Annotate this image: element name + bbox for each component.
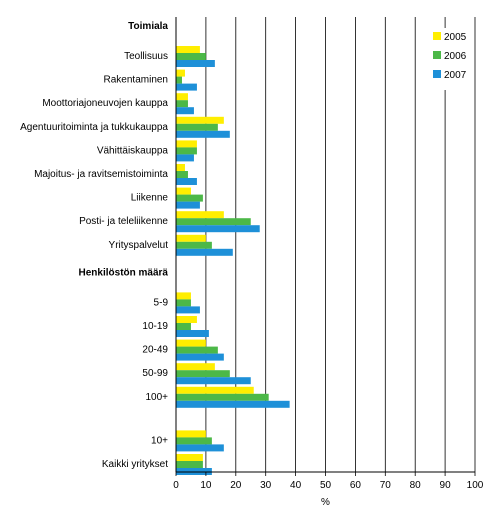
bar-2005 [176, 363, 215, 371]
axes [175, 17, 476, 476]
category-label: Liikenne [131, 193, 169, 204]
category-label: 100+ [145, 392, 168, 403]
bar-2007 [176, 130, 230, 138]
bar-2005 [176, 292, 191, 300]
x-tick-label: 90 [440, 480, 452, 491]
legend: 2005 2006 2007 [427, 28, 472, 90]
bar-2006 [176, 76, 182, 84]
x-tick-label: 60 [350, 480, 362, 491]
x-tick-label: 10 [200, 480, 212, 491]
bar-2006 [176, 461, 203, 468]
category-label: Teollisuus [124, 51, 168, 62]
x-tick-label: 50 [320, 480, 332, 491]
category-label: 20-49 [142, 345, 168, 356]
bar-2006 [176, 100, 188, 108]
bar-2005 [176, 454, 203, 461]
x-tick-label: 40 [290, 480, 302, 491]
bar-2007 [176, 377, 251, 385]
legend-swatch [433, 32, 441, 40]
x-tick-label: 30 [260, 480, 272, 491]
group-header: Toimiala [128, 21, 168, 32]
x-tick-label: 20 [230, 480, 242, 491]
category-label: Agentuuritoiminta ja tukkukauppa [20, 122, 168, 133]
bar-2007 [176, 400, 290, 408]
bar-2006 [176, 171, 188, 178]
bar-2007 [176, 60, 215, 67]
category-label: 10+ [151, 435, 168, 446]
bar-2005 [176, 430, 206, 438]
legend-label: 2005 [444, 32, 467, 43]
bar-2007 [176, 248, 233, 256]
category-label: 50-99 [142, 368, 168, 379]
bar-2007 [176, 83, 197, 91]
bar-2006 [176, 299, 191, 307]
bar-2005 [176, 69, 185, 77]
x-tick-label: 80 [410, 480, 422, 491]
bar-2005 [176, 386, 254, 394]
category-labels: Toimiala Teollisuus Rakentaminen Moottoriaj… [20, 21, 168, 470]
bar-2007 [176, 444, 224, 452]
category-label: Majoitus- ja ravitsemistoiminta [34, 169, 168, 180]
bar-2006 [176, 53, 206, 60]
group-header: Henkilöstön määrä [79, 267, 169, 278]
bar-2005 [176, 46, 200, 53]
legend-label: 2006 [444, 51, 467, 62]
bar-2005 [176, 339, 206, 347]
category-label: Posti- ja teleliikenne [79, 216, 168, 227]
bar-2007 [176, 306, 200, 314]
bar-2006 [176, 393, 269, 401]
category-label: Vähittäiskauppa [97, 145, 169, 156]
bar-2006 [176, 194, 203, 202]
bar-2007 [176, 225, 260, 233]
legend-label: 2007 [444, 70, 467, 81]
bar-series [176, 46, 290, 475]
bar-2007 [176, 330, 209, 337]
x-tick-label: 0 [173, 480, 179, 491]
legend-swatch [433, 51, 441, 59]
category-label: Kaikki yritykset [102, 459, 168, 470]
x-tick-label: 100 [467, 480, 484, 491]
x-axis-label: % [321, 497, 330, 508]
gridlines [205, 17, 476, 472]
bar-2007 [176, 154, 194, 162]
bar-2007 [176, 178, 197, 185]
bar-2007 [176, 107, 194, 115]
bar-2007 [176, 201, 200, 209]
bar-2005 [176, 211, 224, 219]
bar-2005 [176, 187, 191, 195]
bar-2005 [176, 234, 206, 242]
bar-2006 [176, 241, 212, 249]
bar-2005 [176, 93, 188, 101]
x-tick-labels: 0 10 20 30 40 50 60 70 80 90 100 [173, 480, 484, 491]
bar-2005 [176, 140, 197, 148]
category-label: Moottoriajoneuvojen kauppa [42, 98, 168, 109]
bar-2006 [176, 346, 218, 354]
legend-swatch [433, 70, 441, 78]
category-label: 10-19 [142, 321, 168, 332]
category-label: 5-9 [154, 297, 169, 308]
category-label: Rakentaminen [104, 75, 168, 86]
bar-2006 [176, 218, 251, 226]
bar-2006 [176, 123, 218, 131]
x-tick-label: 70 [380, 480, 392, 491]
bar-2006 [176, 437, 212, 445]
bar-2006 [176, 323, 191, 330]
bar-2005 [176, 116, 224, 124]
category-label: Yrityspalvelut [109, 240, 169, 251]
bar-2006 [176, 147, 197, 155]
bar-2005 [176, 164, 185, 171]
bar-2006 [176, 370, 230, 378]
bar-2005 [176, 316, 197, 323]
bar-2007 [176, 353, 224, 361]
